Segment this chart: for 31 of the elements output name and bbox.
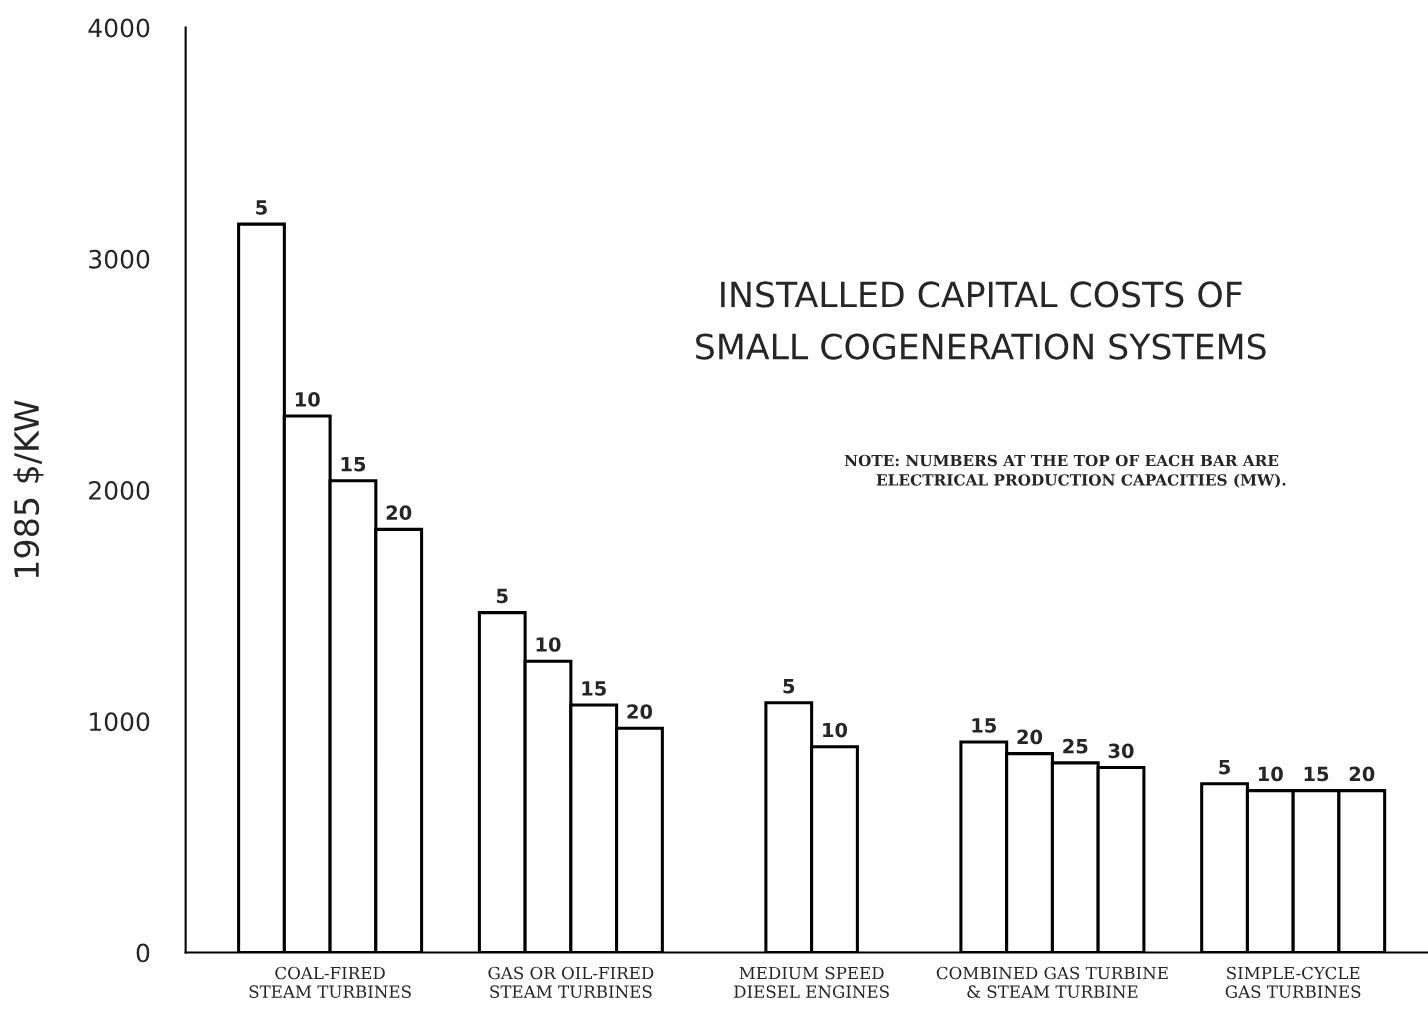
annotation: 15 bbox=[582, 681, 606, 696]
y-tick-label: 3000 bbox=[89, 249, 150, 269]
annotation: 20 bbox=[627, 704, 653, 719]
annotation: 5 bbox=[496, 588, 508, 604]
y-tick-label: 0 bbox=[136, 943, 150, 963]
annotation: 20 bbox=[1017, 729, 1043, 745]
x-tick-label: SIMPLE-CYCLE GAS TURBINES bbox=[1225, 966, 1361, 998]
y-axis-title: 1985 $/KW bbox=[13, 400, 44, 578]
y-tick-label: 1000 bbox=[90, 712, 150, 732]
annotation: 5 bbox=[256, 200, 267, 215]
annotation: 15 bbox=[972, 718, 996, 733]
annotation: 5 bbox=[1219, 759, 1230, 775]
y-tick-label: 4000 bbox=[88, 18, 150, 38]
x-tick-label: MEDIUM SPEED DIESEL ENGINES bbox=[734, 966, 889, 998]
annotation: 10 bbox=[536, 637, 561, 652]
annotation: 10 bbox=[1258, 766, 1283, 782]
annotation: 30 bbox=[1108, 743, 1134, 759]
text: INSTALLED CAPITAL COSTS OF SMALL COGENERATION SYSTEMS bbox=[696, 281, 1266, 360]
annotation: 15 bbox=[341, 457, 366, 472]
annotation: 5 bbox=[783, 679, 795, 694]
annotation: 20 bbox=[386, 505, 412, 521]
y-tick-label: 2000 bbox=[89, 480, 150, 500]
annotation: 10 bbox=[295, 392, 320, 407]
annotation: 10 bbox=[823, 722, 848, 738]
x-tick-label: COMBINED GAS TURBINE & STEAM TURBINE bbox=[936, 966, 1168, 998]
x-tick-label: COAL-FIRED STEAM TURBINES bbox=[249, 966, 411, 998]
annotation: 25 bbox=[1063, 738, 1088, 754]
annotation: NOTE: NUMBERS AT THE TOP OF EACH BAR ARE ELECTRICAL PRODUCTION CAPACITIES (MW). bbox=[844, 454, 1286, 488]
annotation: 20 bbox=[1349, 766, 1375, 782]
annotation: 15 bbox=[1304, 766, 1329, 782]
x-tick-label: GAS OR OIL-FIRED STEAM TURBINES bbox=[488, 966, 654, 998]
